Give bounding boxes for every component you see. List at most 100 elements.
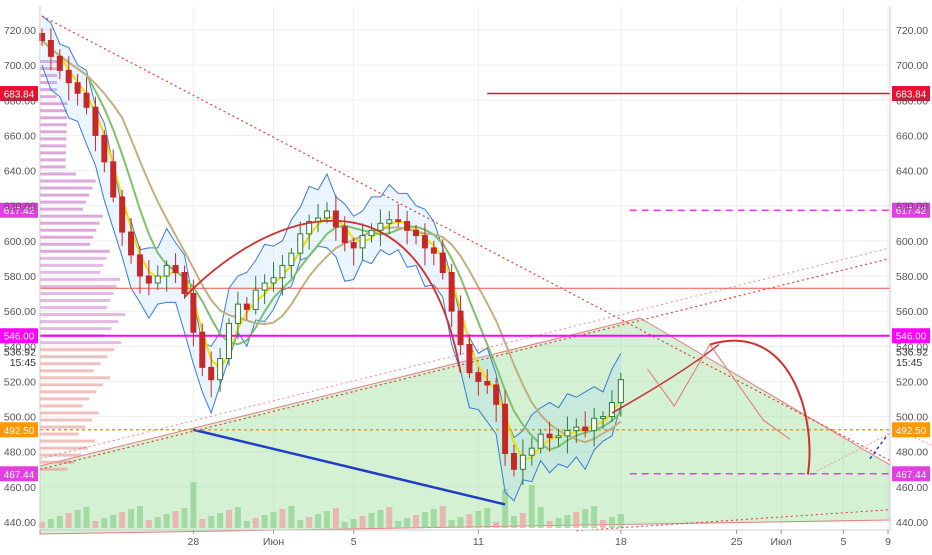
volume-bar	[502, 489, 509, 528]
price-tag-label: 617.42	[4, 206, 35, 217]
y-tick-label-left: 480.00	[4, 447, 36, 459]
candle-body	[270, 277, 277, 284]
volume-bar	[83, 507, 90, 528]
y-tick-label-right: 720.00	[896, 25, 928, 37]
candles	[39, 28, 624, 486]
volume-bar	[297, 520, 304, 528]
volume-profile-bar	[40, 263, 104, 267]
candle-body	[573, 426, 580, 432]
candle-body	[395, 219, 402, 223]
volume-bar	[528, 485, 535, 528]
volume-profile-bar	[40, 95, 57, 99]
volume-bar	[519, 513, 526, 528]
x-tick-label: 18	[615, 536, 627, 548]
volume-bar	[243, 521, 250, 528]
candle-body	[323, 210, 330, 219]
volume-profile-bar	[40, 102, 68, 106]
volume-bar	[226, 510, 233, 528]
volume-profile-bar	[40, 172, 76, 176]
price-readout-left: 15:45	[10, 357, 36, 369]
volume-bar	[217, 513, 224, 528]
volume-profile-bar	[40, 193, 90, 197]
candle-body	[110, 161, 117, 198]
candle-body	[564, 430, 571, 437]
moving-average-line	[41, 39, 622, 444]
y-tick-label-left: 700.00	[4, 60, 36, 72]
volume-bar	[466, 514, 473, 528]
volume-profile-bar	[40, 221, 100, 225]
price-tag-label: 492.50	[4, 426, 35, 437]
volume-bar	[56, 516, 63, 528]
x-tick-label: 25	[731, 536, 743, 548]
forecast-arc	[709, 339, 811, 475]
candle-body	[404, 221, 411, 231]
candle-body	[208, 366, 215, 381]
volume-bar	[181, 508, 188, 528]
x-tick-label: Июн	[263, 536, 284, 548]
candle-body	[252, 289, 259, 310]
volume-bar	[234, 507, 241, 528]
volume-profile-bar	[40, 348, 115, 352]
y-tick-label-left: 660.00	[4, 130, 36, 142]
volume-bar	[110, 515, 117, 528]
volume-bar	[555, 518, 562, 528]
volume-profile-bar	[40, 467, 68, 471]
volume-profile-bar	[40, 116, 67, 120]
volume-profile-bar	[40, 242, 90, 246]
candle-body	[430, 247, 437, 254]
volume-bar	[582, 509, 589, 528]
volume-profile-bar	[40, 207, 83, 211]
candle-body	[617, 379, 624, 404]
axes: 440.00 440.00 460.00 460.00 480.00 480.00 500.…	[4, 6, 928, 548]
candle-body	[119, 196, 126, 233]
volume-profile-bar	[40, 313, 126, 317]
candle-body	[172, 264, 179, 273]
price-readout-left: 536.92	[4, 347, 36, 359]
volume-bar	[92, 521, 99, 528]
volume-profile-bar	[40, 165, 66, 169]
price-tag-box	[892, 86, 930, 102]
volume-bar	[208, 516, 215, 528]
volume-bar	[457, 517, 464, 528]
volume-bar	[430, 509, 437, 528]
volume-bar	[395, 521, 402, 528]
volume-profile-bar	[40, 439, 95, 443]
candle-body	[297, 233, 304, 254]
candle-body	[555, 435, 562, 439]
volume-profile-bar	[40, 200, 87, 204]
volume-bar	[74, 510, 81, 528]
price-tag-label: 683.84	[4, 90, 35, 101]
volume-profile-bar	[40, 299, 111, 302]
volume-profile-bar	[40, 123, 67, 127]
volume-bar	[145, 520, 152, 528]
candle-body	[475, 372, 482, 382]
candle-body	[190, 293, 197, 333]
y-tick-label-right: 680.00	[896, 95, 928, 107]
y-tick-label-right: 460.00	[896, 482, 928, 494]
volume-bar	[617, 514, 624, 528]
candle-body	[47, 40, 54, 57]
price-tag-box	[0, 422, 38, 438]
x-tick-label: 11	[473, 536, 484, 548]
y-tick-label-right: 600.00	[896, 236, 928, 248]
forecast-blue-dotted	[869, 433, 889, 460]
candle-body	[484, 380, 491, 386]
volume-bar	[65, 513, 72, 528]
y-tick-label-left: 640.00	[4, 166, 36, 178]
price-tag-box	[892, 466, 930, 482]
volume-profile-bar	[40, 453, 82, 457]
y-tick-label-right: 480.00	[896, 447, 928, 459]
volume-bar	[421, 512, 428, 528]
candle-body	[261, 282, 268, 291]
volume-profile-bar	[40, 130, 67, 134]
volume-bar	[573, 512, 580, 528]
price-tag-label: 467.44	[896, 470, 927, 481]
volume-bar	[413, 515, 420, 528]
volume-bar	[448, 520, 455, 528]
x-tick-label: 5	[351, 536, 357, 548]
candle-body	[136, 254, 143, 277]
volume-profile-bar	[40, 369, 94, 373]
volume-profile-bar	[40, 397, 90, 401]
